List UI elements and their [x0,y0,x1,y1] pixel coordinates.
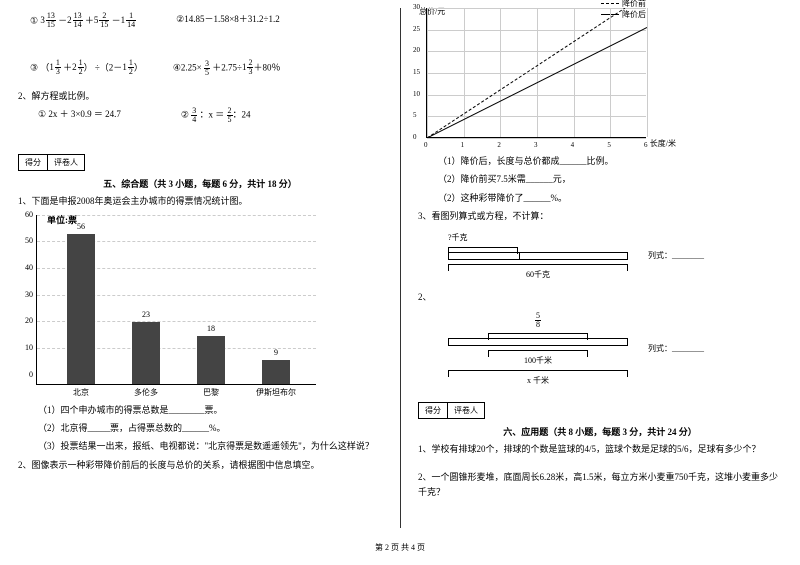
diagram-2: 58 100千米 x 千米 列式：________ [448,312,782,386]
right-column: 降价前 降价后 总价/元 长度/米 0510152025300123456 （1… [400,0,800,540]
calc-item-1: ① 31315 －21314 ＋5215 －1114 [30,12,136,29]
q2-row: ① 2x ＋ 3×0.9 ＝ 24.7 ② 34 ：x ＝ 25：24 [38,107,382,124]
r-q1-3: （2）这种彩带降价了______%。 [438,191,782,205]
calc-row-2: ③ （113 ＋212） ÷（2－112） ④2.25× 35 ＋2.75÷12… [30,59,382,77]
d2-bottom: x 千米 [448,375,628,386]
grader-label-6: 评卷人 [448,403,484,418]
section-5-header: 得分 评卷人 [18,154,382,171]
s5-q2: 2、图像表示一种彩带降价前后的长度与总价的关系，请根据图中信息填空。 [18,458,382,472]
bar-item: 18巴黎 [197,336,225,384]
page-footer: 第 2 页 共 4 页 [0,540,800,553]
d2-mid: 100千米 [448,355,628,366]
d2-formula: 列式：________ [648,343,704,354]
calc-item-3: ③ （113 ＋212） ÷（2－112） [30,59,143,77]
score-box-5: 得分 评卷人 [18,154,85,171]
calc-item-4: ④2.25× 35 ＋2.75÷123＋80％ [173,59,281,77]
d1-formula: 列式：________ [648,250,704,261]
score-label-6: 得分 [419,403,448,418]
calc-row-1: ① 31315 －21314 ＋5215 －1114 ②14.85－1.58×8… [30,12,382,29]
s5-q1-1: （1）四个申办城市的得票总数是________票。 [38,403,382,417]
diagram-1: ?千克 60千克 列式：________ [448,232,782,280]
left-column: ① 31315 －21314 ＋5215 －1114 ②14.85－1.58×8… [0,0,400,540]
page-container: ① 31315 －21314 ＋5215 －1114 ②14.85－1.58×8… [0,0,800,540]
r-q1-2: （2）降价前买7.5米需______元， [438,172,782,186]
calc-item-2: ②14.85－1.58×8＋31.2÷1.2 [176,12,280,29]
s6-q1: 1、学校有排球20个，排球的个数是篮球的4/5，篮球个数是足球的5/6，足球有多… [418,442,782,456]
bar-chart: 单位:票 010203040506056北京23多伦多18巴黎9伊斯坦布尔 [36,215,316,385]
item3-num: ③ [30,62,38,72]
item4-num: ④ [173,62,181,72]
line-chart: 降价前 降价后 总价/元 长度/米 0510152025300123456 [426,8,646,138]
score-label: 得分 [19,155,48,170]
item1-num: ① [30,15,38,25]
bar-item: 23多伦多 [132,322,160,383]
d2-frac: 58 [448,312,628,329]
line-chart-area: 降价前 降价后 总价/元 长度/米 0510152025300123456 [418,8,782,138]
d1-bottom: 60千克 [448,269,628,280]
grader-label: 评卷人 [48,155,84,170]
section-6-header: 得分 评卷人 [418,402,782,419]
section-6-title: 六、应用题（共 8 小题，每题 3 分，共计 24 分） [418,425,782,438]
score-box-6: 得分 评卷人 [418,402,485,419]
eq-2: ② 34 ：x ＝ 25：24 [181,107,251,124]
bar-item: 9伊斯坦布尔 [262,360,290,384]
diag2-num: 2、 [418,290,782,304]
eq-1: ① 2x ＋ 3×0.9 ＝ 24.7 [38,107,121,124]
s5-q1-3: （3）投票结果一出来，报纸、电视都说："北京得票是数遥遥领先"，为什么这样说？ [38,439,382,453]
q2-title: 2、解方程或比例。 [18,89,382,103]
s5-q1-2: （2）北京得_____票，占得票总数的______%。 [38,421,382,435]
x-axis-label: 长度/米 [650,138,676,149]
r-q3: 3、看图列算式或方程，不计算： [418,209,782,223]
section-5-title: 五、综合题（共 3 小题，每题 6 分，共计 18 分） [18,177,382,190]
d1-top: ?千克 [448,232,628,243]
s6-q2: 2、一个圆锥形麦堆，底面周长6.28米，高1.5米，每立方米小麦重750千克，这… [418,470,782,499]
s5-q1: 1、下面是申报2008年奥运会主办城市的得票情况统计图。 [18,194,382,208]
r-q1-1: （1）降价后，长度与总价都成______比例。 [438,154,782,168]
bar-item: 56北京 [67,234,95,383]
